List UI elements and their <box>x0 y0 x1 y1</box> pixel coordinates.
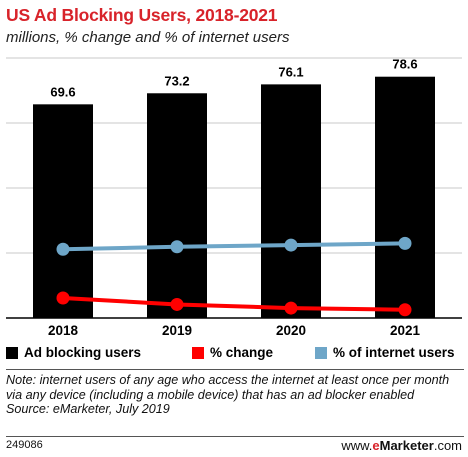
bar-2021 <box>375 76 435 318</box>
point-value-label: 26.4% <box>273 221 310 236</box>
brand-link[interactable]: www.eMarketer.com <box>341 438 462 453</box>
brand-suffix: .com <box>433 438 462 453</box>
point--of-internet-users <box>170 240 184 254</box>
point-value-label: 25.8% <box>159 223 196 238</box>
point--of-internet-users <box>56 242 70 256</box>
legend-swatch-red <box>192 346 204 359</box>
bar-value-label: 76.1 <box>278 64 303 79</box>
legend-swatch-blue <box>315 346 327 359</box>
point-value-label: 24.9% <box>45 225 82 240</box>
point-value-label: 7.5% <box>48 274 78 289</box>
point-value-label: 3.9% <box>276 284 306 299</box>
point-value-label: 27.0% <box>387 219 424 234</box>
bar-value-label: 73.2 <box>164 73 189 88</box>
brand-marketer: Marketer <box>379 438 434 453</box>
bar-2018 <box>33 104 93 318</box>
x-tick-label: 2021 <box>390 323 421 338</box>
combo-chart: 69.6 73.2 76.1 78.6 7.5% 5.2% 3.9% 3.3% 24.9% 25… <box>6 57 462 338</box>
legend-label: % change <box>210 345 274 360</box>
chart-subtitle: millions, % change and % of internet use… <box>6 29 290 46</box>
bar-value-label: 78.6 <box>392 57 417 72</box>
point-value-label: 3.3% <box>390 286 420 301</box>
divider <box>6 369 464 370</box>
point--change <box>56 291 70 305</box>
legend-label: % of internet users <box>333 345 455 360</box>
note-text: Note: internet users of any age who acce… <box>6 373 450 402</box>
legend: Ad blocking users % change % of internet… <box>6 345 466 365</box>
point--change <box>170 297 184 311</box>
x-tick-label: 2020 <box>276 323 306 338</box>
x-tick-label: 2018 <box>48 323 79 338</box>
divider <box>6 436 464 437</box>
point--of-internet-users <box>398 236 412 250</box>
chart-title: US Ad Blocking Users, 2018-2021 <box>6 5 278 25</box>
point--change <box>398 303 412 317</box>
legend-item-percent-internet-users: % of internet users <box>315 345 455 360</box>
legend-item-ad-blocking-users: Ad blocking users <box>6 345 141 360</box>
line--of-internet-users <box>62 241 406 252</box>
bar-2019 <box>147 93 207 318</box>
bar-2020 <box>261 84 321 318</box>
note-block: Note: internet users of any age who acce… <box>6 373 462 417</box>
brand-e: e <box>372 438 380 453</box>
point--of-internet-users <box>284 238 298 252</box>
legend-item-percent-change: % change <box>192 345 273 360</box>
source-text: Source: eMarketer, July 2019 <box>6 402 170 416</box>
line--change <box>62 296 406 312</box>
point--change <box>284 301 298 315</box>
bar-value-label: 69.6 <box>50 84 75 99</box>
x-tick-label: 2019 <box>162 323 192 338</box>
legend-label: Ad blocking users <box>24 345 142 360</box>
chart-id: 249086 <box>6 439 43 451</box>
point-value-label: 5.2% <box>162 280 192 295</box>
brand-prefix: www. <box>341 438 373 453</box>
legend-swatch-black <box>6 346 18 359</box>
